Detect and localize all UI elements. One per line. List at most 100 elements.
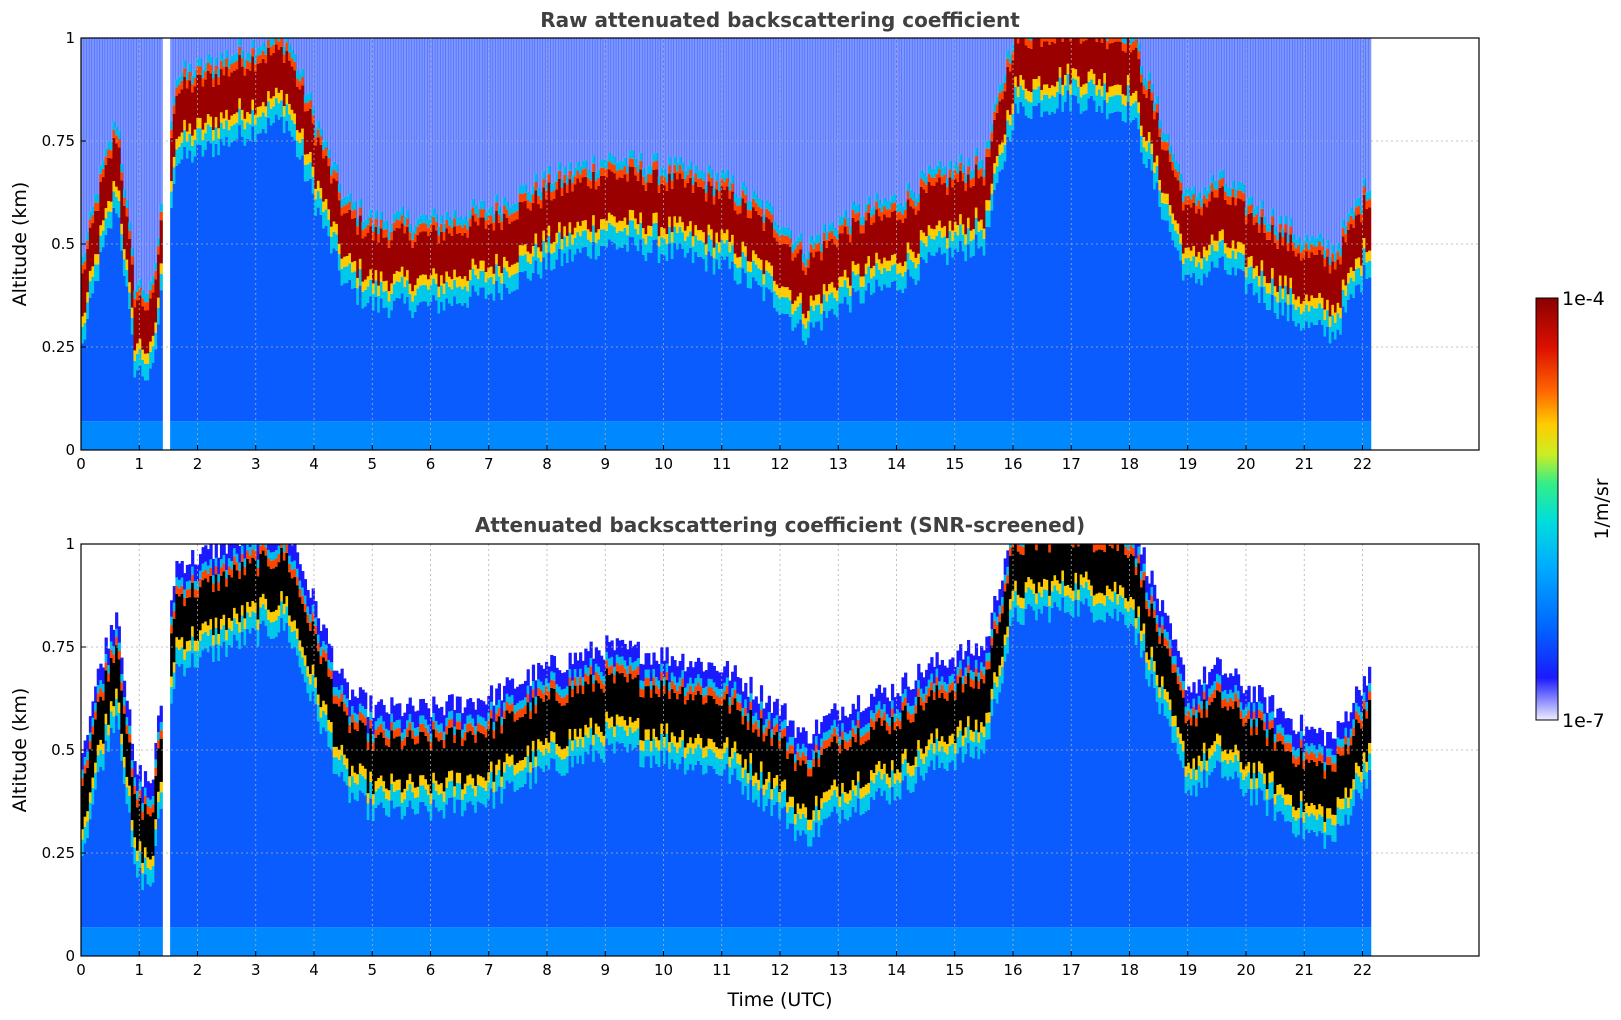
profile-column xyxy=(170,600,174,956)
profile-column xyxy=(938,38,942,450)
profile-column xyxy=(193,564,197,956)
profile-column xyxy=(995,600,1000,956)
profile-column xyxy=(314,601,318,956)
profile-column xyxy=(885,697,889,956)
profile-column xyxy=(91,701,95,956)
profile-column xyxy=(109,624,114,956)
profile-column xyxy=(796,38,800,450)
profile-column xyxy=(366,38,370,450)
profile-column xyxy=(927,663,931,956)
profile-column xyxy=(332,38,336,450)
profile-column xyxy=(1231,676,1235,956)
profile-column xyxy=(817,38,821,450)
profile-column xyxy=(953,38,958,450)
profile-column xyxy=(877,38,882,450)
profile-column xyxy=(1331,738,1335,956)
profile-column xyxy=(1056,544,1060,956)
profile-column xyxy=(856,38,861,450)
profile-column xyxy=(104,38,108,450)
profile-column xyxy=(584,648,588,956)
profile-column xyxy=(1347,38,1351,450)
profile-column xyxy=(1244,38,1249,450)
profile-column xyxy=(930,38,934,450)
profile-column xyxy=(81,753,85,956)
profile-column xyxy=(738,678,743,956)
x-tick-label: 8 xyxy=(542,455,552,473)
profile-column xyxy=(248,38,252,450)
profile-column xyxy=(759,38,764,450)
profile-column xyxy=(466,699,470,956)
profile-column xyxy=(833,703,837,956)
profile-column xyxy=(88,38,93,450)
profile-column xyxy=(175,560,179,956)
profile-column xyxy=(86,734,90,956)
profile-column xyxy=(482,701,486,956)
y-tick-label: 0.5 xyxy=(51,235,75,253)
profile-column xyxy=(204,545,208,956)
profile-column xyxy=(723,666,727,956)
profile-column xyxy=(1016,544,1021,956)
profile-column xyxy=(765,702,769,956)
profile-column xyxy=(568,652,572,956)
profile-column xyxy=(948,38,952,450)
profile-column xyxy=(825,715,829,956)
profile-column xyxy=(1242,38,1246,450)
profile-column xyxy=(1029,38,1034,450)
x-tick-label: 12 xyxy=(770,961,789,979)
profile-column xyxy=(322,624,326,956)
profile-column xyxy=(1218,659,1222,956)
profile-column xyxy=(710,662,714,956)
profile-column xyxy=(117,626,121,956)
profile-column xyxy=(634,644,638,956)
profile-column xyxy=(547,666,551,956)
profile-column xyxy=(403,712,407,956)
profile-column xyxy=(586,651,591,956)
profile-column xyxy=(683,38,688,450)
profile-column xyxy=(966,38,971,450)
profile-column xyxy=(977,38,981,450)
profile-column xyxy=(180,561,184,956)
profile-column xyxy=(1362,676,1367,956)
profile-column xyxy=(985,38,989,450)
profile-column xyxy=(1063,544,1068,956)
profile-column xyxy=(555,667,559,956)
profile-column xyxy=(904,672,908,956)
profile-column xyxy=(209,38,213,450)
profile-column xyxy=(366,716,370,956)
x-tick-label: 20 xyxy=(1236,455,1255,473)
profile-column xyxy=(1166,615,1170,956)
profile-column xyxy=(1082,544,1086,956)
profile-column xyxy=(1195,38,1199,450)
profile-column xyxy=(951,657,955,956)
profile-column xyxy=(1208,38,1212,450)
profile-column xyxy=(875,38,879,450)
x-tick-label: 18 xyxy=(1120,961,1139,979)
profile-column xyxy=(1250,702,1254,956)
profile-column xyxy=(112,629,116,956)
profile-column xyxy=(607,641,612,956)
profile-column xyxy=(1171,38,1175,450)
profile-column xyxy=(146,781,150,956)
profile-column xyxy=(623,643,627,956)
profile-column xyxy=(649,664,654,956)
profile-column xyxy=(890,38,895,450)
profile-column xyxy=(1095,38,1099,450)
profile-column xyxy=(867,706,871,956)
profile-column xyxy=(1027,38,1031,450)
profile-column xyxy=(754,696,758,956)
profile-column xyxy=(437,38,441,450)
profile-column xyxy=(1365,38,1369,450)
panel2-ylabel: Altitude (km) xyxy=(9,688,31,813)
x-tick-label: 11 xyxy=(712,961,731,979)
profile-column xyxy=(374,38,378,450)
profile-column xyxy=(597,650,601,956)
profile-column xyxy=(222,544,226,956)
profile-column xyxy=(830,38,834,450)
profile-column xyxy=(1160,38,1165,450)
profile-column xyxy=(280,544,284,956)
profile-column xyxy=(529,38,533,450)
profile-column xyxy=(1234,668,1238,956)
profile-column xyxy=(579,38,583,450)
profile-column xyxy=(1236,674,1241,956)
profile-column xyxy=(631,646,635,956)
